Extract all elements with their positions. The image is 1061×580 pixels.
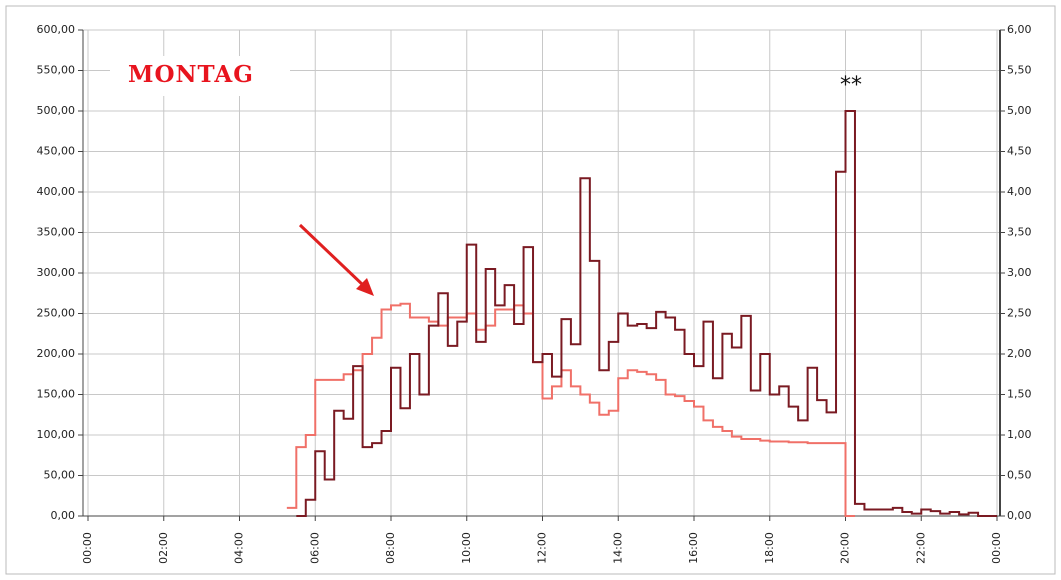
y2-tick-label: 2,00 [1007,347,1032,360]
y2-tick-label: 3,50 [1007,226,1032,239]
y-tick-label: 500,00 [37,104,76,117]
x-tick-label: 14:00 [611,532,624,564]
y2-tick-label: 0,00 [1007,509,1032,522]
y-tick-label: 600,00 [37,23,76,36]
y2-tick-label: 5,00 [1007,104,1032,117]
x-tick-label: 06:00 [308,532,321,564]
y2-tick-label: 4,50 [1007,145,1032,158]
y-tick-label: 300,00 [37,266,76,279]
arrow-head [356,278,374,296]
x-tick-label: 22:00 [914,532,927,564]
x-tick-label: 00:00 [990,532,1003,564]
y2-tick-label: 6,00 [1007,23,1032,36]
chart-frame [5,5,1056,575]
arrow-shaft [298,223,366,288]
x-tick-label: 16:00 [687,532,700,564]
y-tick-label: 250,00 [37,307,76,320]
x-tick-label: 18:00 [763,532,776,564]
y-tick-label: 450,00 [37,145,76,158]
annotation: ** [840,73,862,98]
annotation: MONTAG [128,61,254,88]
y-tick-label: 200,00 [37,347,76,360]
y2-tick-label: 5,50 [1007,64,1032,77]
x-tick-label: 08:00 [384,532,397,564]
y-tick-label: 50,00 [44,469,76,482]
arrow [298,223,374,296]
y-tick-label: 400,00 [37,185,76,198]
y-tick-label: 150,00 [37,388,76,401]
x-tick-label: 20:00 [839,532,852,564]
title-backdrop [110,56,290,96]
y2-tick-label: 2,50 [1007,307,1032,320]
x-tick-label: 02:00 [157,532,170,564]
series-line [286,302,855,517]
x-tick-label: 04:00 [233,532,246,564]
y-tick-label: 100,00 [37,428,76,441]
y-tick-label: 550,00 [37,64,76,77]
y2-tick-label: 4,00 [1007,185,1032,198]
x-tick-label: 00:00 [81,532,94,564]
y2-tick-label: 1,00 [1007,428,1032,441]
y-tick-label: 0,00 [51,509,76,522]
y-tick-label: 350,00 [37,226,76,239]
y2-tick-label: 3,00 [1007,266,1032,279]
series-line [296,110,997,517]
x-tick-label: 12:00 [536,532,549,564]
y2-tick-label: 0,50 [1007,469,1032,482]
x-tick-label: 10:00 [460,532,473,564]
y2-tick-label: 1,50 [1007,388,1032,401]
